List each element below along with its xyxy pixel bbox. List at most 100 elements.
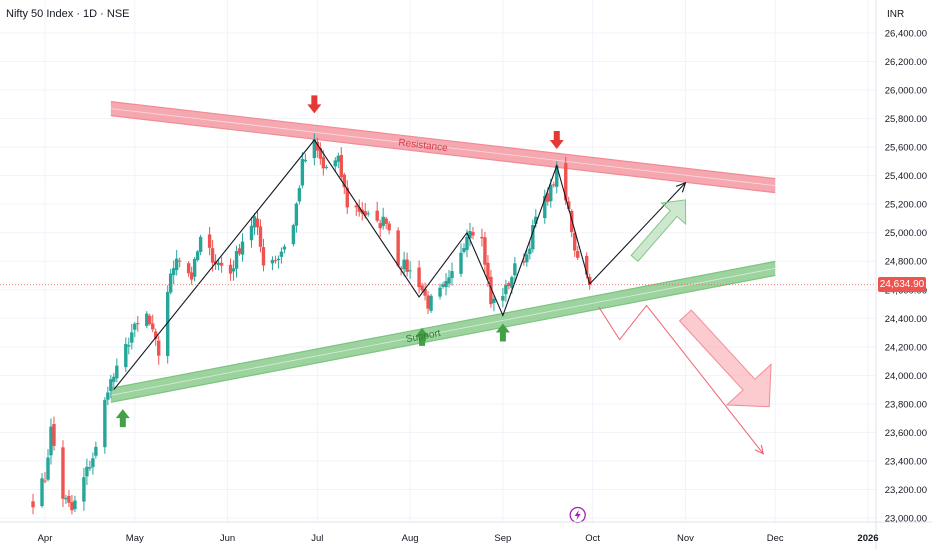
candle-body bbox=[258, 226, 263, 247]
candle-body bbox=[459, 252, 463, 274]
chart-title: Nifty 50 Index · 1D · NSE bbox=[6, 8, 130, 20]
candle-body bbox=[525, 254, 529, 263]
markers bbox=[115, 95, 586, 524]
x-tick-label: May bbox=[126, 533, 144, 544]
candle-body bbox=[192, 258, 197, 277]
candle-body bbox=[109, 379, 113, 392]
candle-body bbox=[573, 232, 577, 251]
candle-body bbox=[195, 251, 200, 261]
candle-body bbox=[198, 236, 203, 252]
candle-body bbox=[70, 502, 74, 511]
x-tick-label: Oct bbox=[585, 533, 600, 544]
projection-up-line bbox=[589, 182, 686, 285]
candle-body bbox=[552, 184, 556, 186]
candle-body bbox=[384, 218, 388, 224]
y-tick-label: 26,400.00 bbox=[885, 29, 927, 40]
candle-body bbox=[294, 203, 299, 226]
candle-body bbox=[399, 268, 403, 270]
candle-body bbox=[441, 284, 445, 287]
trend-bands bbox=[110, 101, 776, 403]
candle-body bbox=[166, 291, 170, 357]
candle-body bbox=[151, 323, 155, 330]
candle-body bbox=[249, 225, 254, 241]
y-tick-label: 24,400.00 bbox=[885, 314, 927, 325]
candle-body bbox=[504, 284, 508, 295]
y-tick-label: 25,800.00 bbox=[885, 114, 927, 125]
y-tick-label: 23,200.00 bbox=[885, 485, 927, 496]
arrow-up-marker bbox=[115, 409, 130, 428]
candle-body bbox=[127, 345, 131, 347]
y-tick-label: 24,800.00 bbox=[885, 257, 927, 268]
candle-body bbox=[549, 184, 553, 202]
candle-body bbox=[49, 426, 53, 456]
candle-body bbox=[587, 276, 592, 285]
candle-body bbox=[31, 501, 35, 508]
candle-body bbox=[282, 246, 287, 250]
candle-body bbox=[345, 187, 349, 208]
candle-body bbox=[273, 260, 278, 262]
resistance-band-midline bbox=[110, 108, 776, 187]
candle-body bbox=[148, 315, 152, 325]
candle-body bbox=[465, 236, 469, 250]
arrow-down-marker bbox=[307, 95, 322, 114]
candle-body bbox=[471, 232, 475, 236]
candle-body bbox=[255, 218, 260, 228]
candle-body bbox=[133, 323, 137, 330]
candle-body bbox=[354, 205, 358, 208]
candle-body bbox=[402, 259, 406, 270]
candle-body bbox=[88, 467, 92, 469]
candle-body bbox=[381, 216, 385, 227]
candle-body bbox=[513, 263, 517, 276]
candle-body bbox=[483, 237, 487, 265]
candle-body bbox=[145, 313, 149, 326]
lightning-icon bbox=[574, 510, 581, 520]
x-tick-label: Jun bbox=[220, 533, 235, 544]
y-tick-label: 25,400.00 bbox=[885, 171, 927, 182]
candle-body bbox=[546, 193, 550, 202]
y-tick-label: 25,200.00 bbox=[885, 200, 927, 211]
candle-body bbox=[567, 201, 571, 210]
support-band-edge-top bbox=[110, 260, 776, 389]
x-tick-label: Jul bbox=[311, 533, 323, 544]
candle-body bbox=[157, 340, 161, 356]
candle-body bbox=[154, 331, 158, 340]
candle-body bbox=[168, 273, 173, 293]
projection-down-arrowhead bbox=[754, 444, 765, 455]
projection-down-line bbox=[598, 304, 764, 455]
candle-body bbox=[61, 447, 65, 499]
y-tick-label: 23,400.00 bbox=[885, 456, 927, 467]
currency-label: INR bbox=[887, 9, 905, 20]
candle-body bbox=[339, 155, 343, 177]
candle-body bbox=[52, 424, 56, 446]
candle-body bbox=[378, 223, 382, 229]
candle-body bbox=[318, 148, 323, 159]
candle-body bbox=[189, 272, 194, 280]
candle-body bbox=[480, 236, 484, 239]
candle-body bbox=[522, 261, 526, 263]
x-tick-label: Aug bbox=[402, 533, 419, 544]
candle-body bbox=[136, 323, 140, 325]
candle-body bbox=[507, 282, 511, 287]
candle-body bbox=[543, 195, 547, 219]
candlesticks bbox=[31, 133, 592, 515]
last-price-tag: 24,634.90 bbox=[878, 277, 926, 293]
candle-body bbox=[396, 230, 400, 266]
candle-body bbox=[564, 163, 568, 201]
candle-body bbox=[210, 248, 215, 263]
y-tick-label: 24,000.00 bbox=[885, 371, 927, 382]
candle-body bbox=[64, 498, 68, 500]
candle-body bbox=[270, 259, 275, 264]
candle-body bbox=[366, 213, 370, 215]
candle-body bbox=[124, 344, 128, 368]
x-tick-label: 2026 bbox=[857, 533, 878, 544]
candle-body bbox=[234, 250, 239, 269]
bullish-target-arrow bbox=[630, 199, 687, 263]
candle-body bbox=[73, 500, 77, 510]
x-tick-label: Nov bbox=[677, 533, 694, 544]
candle-body bbox=[555, 165, 559, 187]
candle-body bbox=[462, 248, 466, 252]
candle-body bbox=[312, 139, 317, 159]
